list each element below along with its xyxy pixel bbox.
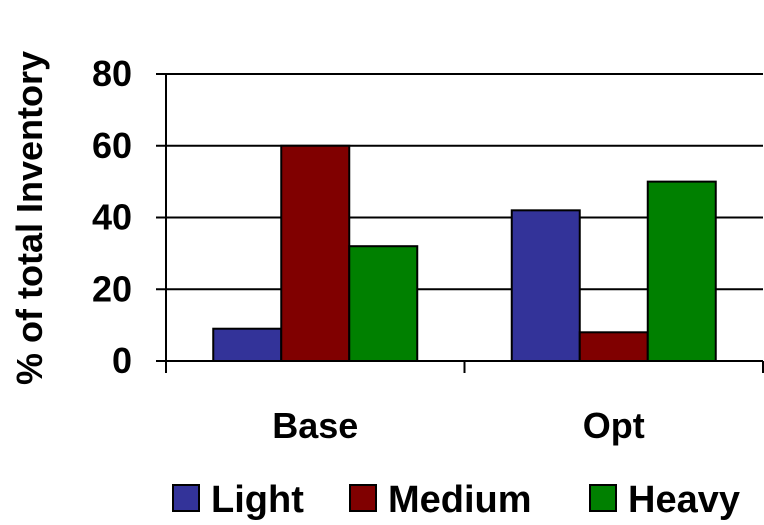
- bar-heavy-base: [348, 245, 419, 362]
- y-axis-title: % of total Inventory: [9, 51, 50, 385]
- bar-light-base: [212, 327, 283, 362]
- y-tick-label: 0: [112, 340, 132, 381]
- y-tick-label: 40: [92, 197, 132, 238]
- y-tick-labels: 0 20 40 60 80: [92, 53, 166, 381]
- y-tick-label: 20: [92, 268, 132, 309]
- legend-label-medium: Medium: [388, 479, 532, 521]
- y-tick-label: 80: [92, 53, 132, 94]
- legend-swatch-medium: [349, 484, 377, 512]
- y-tick-label: 60: [92, 125, 132, 166]
- bar-medium-opt: [578, 331, 649, 362]
- bars: [212, 144, 717, 362]
- legend-swatch-heavy: [589, 484, 617, 512]
- bar-heavy-opt: [646, 180, 717, 362]
- legend-swatch-light: [172, 484, 200, 512]
- bar-light-opt: [510, 209, 581, 362]
- x-tick-labels: Base Opt: [165, 361, 764, 446]
- x-tick-label: Base: [272, 405, 358, 446]
- x-tick-label: Opt: [583, 405, 645, 446]
- legend-label-light: Light: [211, 479, 304, 521]
- bar-medium-base: [280, 144, 351, 362]
- legend: Light Medium Heavy: [172, 479, 740, 521]
- legend-label-heavy: Heavy: [628, 479, 740, 521]
